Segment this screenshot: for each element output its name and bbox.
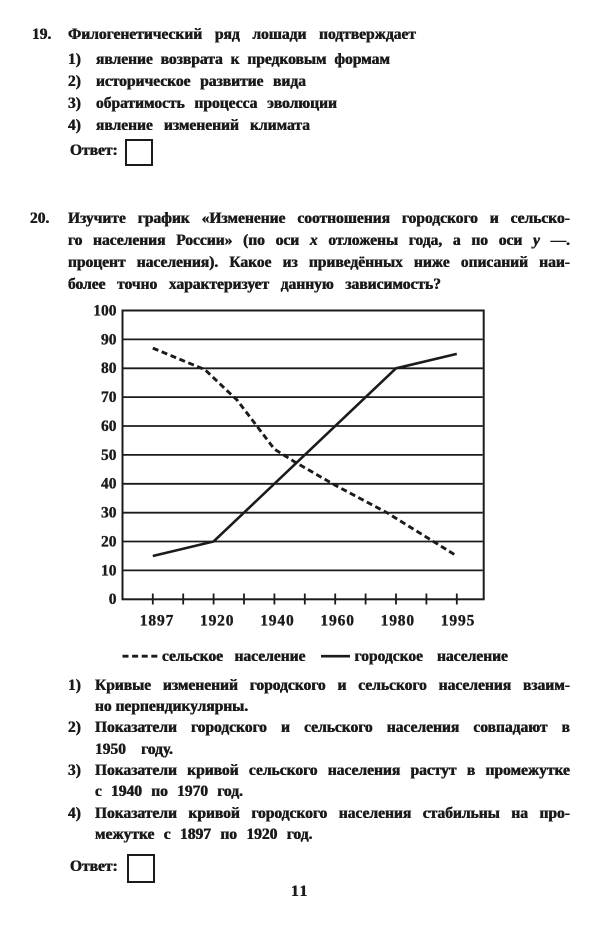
- svg-text:70: 70: [101, 389, 117, 406]
- svg-text:1940: 1940: [260, 612, 294, 629]
- svg-text:0: 0: [109, 591, 117, 608]
- svg-text:1960: 1960: [320, 612, 354, 629]
- svg-text:10: 10: [101, 562, 117, 579]
- svg-text:1980: 1980: [381, 612, 415, 629]
- svg-text:30: 30: [101, 505, 117, 522]
- svg-text:20: 20: [101, 533, 117, 550]
- svg-text:1920: 1920: [200, 612, 234, 629]
- svg-text:100: 100: [93, 302, 117, 319]
- svg-text:80: 80: [101, 360, 117, 377]
- svg-text:50: 50: [101, 447, 117, 464]
- svg-text:60: 60: [101, 418, 117, 435]
- svg-text:90: 90: [101, 331, 117, 348]
- svg-text:1995: 1995: [441, 612, 475, 629]
- svg-text:1897: 1897: [140, 612, 174, 629]
- svg-text:40: 40: [101, 476, 117, 493]
